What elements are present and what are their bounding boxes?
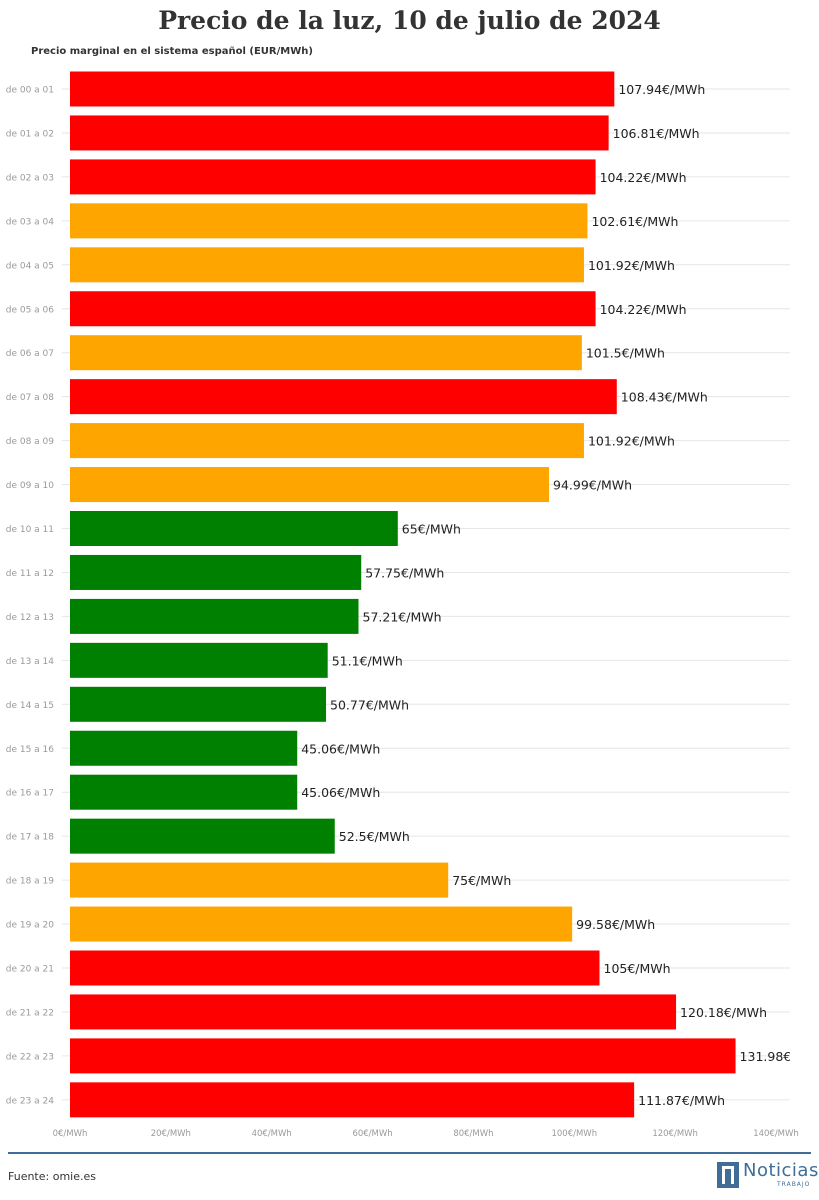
value-label: 75€/MWh [452,873,511,888]
bar [70,906,573,942]
bar [70,115,609,151]
value-label: 106.81€/MWh [613,126,700,141]
category-label: de 20 a 21 [6,965,54,975]
category-label: de 02 a 03 [6,173,54,183]
x-tick-label: 40€/MWh [252,1129,292,1139]
bar [70,730,298,766]
value-label: 52.5€/MWh [339,829,410,844]
category-label: de 05 a 06 [6,305,55,315]
footer-divider [8,1152,811,1154]
bar [70,994,677,1030]
category-label: de 09 a 10 [6,481,55,491]
logo-n-icon [717,1162,739,1188]
value-label: 131.98€/MWh [740,1049,819,1064]
value-label: 104.22€/MWh [600,170,687,185]
value-label: 120.18€/MWh [680,1005,767,1020]
bar [70,642,328,678]
bar [70,774,298,810]
value-label: 99.58€/MWh [576,917,655,932]
category-label: de 12 a 13 [6,613,54,623]
bar [70,1038,736,1074]
bar [70,467,550,503]
category-label: de 06 a 07 [6,349,54,359]
x-tick-label: 0€/MWh [53,1129,88,1139]
logo-name: Noticias [743,1160,819,1181]
category-label: de 08 a 09 [6,437,55,447]
category-label: de 11 a 12 [6,569,54,579]
category-label: de 23 a 24 [6,1096,55,1106]
bar [70,950,600,986]
bar [70,379,617,415]
value-label: 104.22€/MWh [600,302,687,317]
logo-subtext: TRABAJO [777,1181,811,1188]
category-label: de 17 a 18 [6,833,55,843]
bar [70,335,582,371]
bar [70,159,596,195]
bar [70,1082,635,1118]
category-label: de 14 a 15 [6,701,54,711]
bar [70,598,359,634]
category-label: de 22 a 23 [6,1052,54,1062]
value-label: 101.5€/MWh [586,346,665,361]
category-label: de 04 a 05 [6,261,54,271]
category-label: de 03 a 04 [6,217,55,227]
value-label: 108.43€/MWh [621,390,708,405]
category-label: de 15 a 16 [6,745,55,755]
source-note: Fuente: omie.es [8,1170,96,1183]
x-tick-label: 140€/MWh [753,1129,799,1139]
x-tick-label: 80€/MWh [453,1129,493,1139]
value-label: 94.99€/MWh [553,478,632,493]
value-label: 101.92€/MWh [588,434,675,449]
value-label: 105€/MWh [604,961,671,976]
bar [70,686,327,722]
bar [70,423,584,459]
value-label: 57.75€/MWh [365,565,444,580]
value-label: 45.06€/MWh [301,785,380,800]
x-tick-label: 120€/MWh [652,1129,698,1139]
category-label: de 10 a 11 [6,525,54,535]
bar-chart: de 00 a 01 107.94€/MWh de 01 a 02 106.81€/M… [6,71,819,1139]
value-label: 57.21€/MWh [363,609,442,624]
bar [70,203,588,239]
bar [70,511,398,546]
value-label: 50.77€/MWh [330,697,409,712]
x-tick-label: 20€/MWh [151,1129,191,1139]
value-label: 101.92€/MWh [588,258,675,273]
value-label: 65€/MWh [402,522,461,537]
category-label: de 21 a 22 [6,1008,54,1018]
category-label: de 13 a 14 [6,657,55,667]
value-label: 102.61€/MWh [591,214,678,229]
category-label: de 18 a 19 [6,877,55,887]
value-label: 107.94€/MWh [618,82,705,97]
value-label: 51.1€/MWh [332,653,403,668]
category-label: de 19 a 20 [6,921,55,931]
x-tick-label: 100€/MWh [551,1129,597,1139]
chart-title: Precio de la luz, 10 de julio de 2024 [158,6,661,35]
category-label: de 16 a 17 [6,789,54,799]
value-label: 111.87€/MWh [638,1093,725,1108]
category-label: de 00 a 01 [6,86,54,96]
x-tick-label: 60€/MWh [352,1129,392,1139]
bar [70,291,596,327]
category-label: de 07 a 08 [6,393,55,403]
bar [70,247,584,283]
bar [70,862,449,898]
bar [70,818,335,854]
category-label: de 01 a 02 [6,129,54,139]
chart-subtitle: Precio marginal en el sistema español (E… [31,46,313,57]
bar [70,554,362,590]
bar [70,71,615,107]
noticias-trabajo-logo: Noticias TRABAJO [717,1160,819,1190]
value-label: 45.06€/MWh [301,741,380,756]
